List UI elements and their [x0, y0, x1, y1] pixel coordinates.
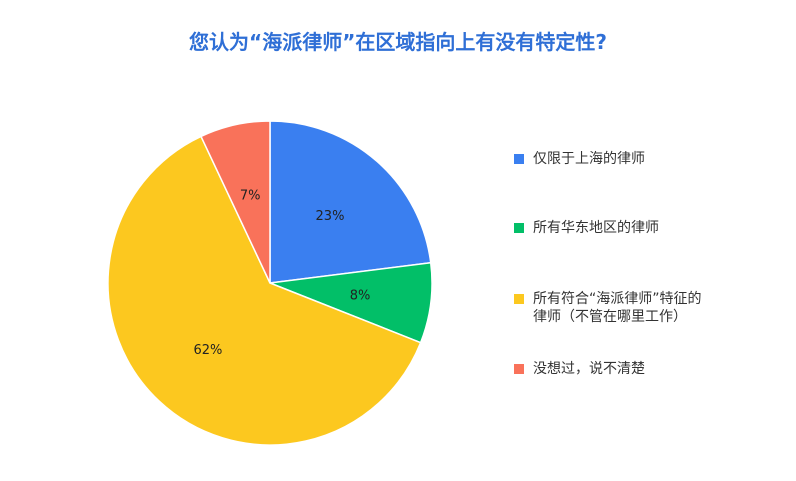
pie-slice-3 — [200, 120, 271, 284]
legend-label: 没想过，说不清楚 — [533, 361, 645, 377]
slice-value-label-3: 7% — [240, 188, 261, 203]
chart-title: 您认为“海派律师”在区域指向上有没有特定性? — [189, 30, 607, 54]
pie-slice-0 — [269, 120, 432, 284]
legend-item-not-sure: 没想过，说不清楚 — [514, 360, 744, 378]
legend-item-haipai-traits: 所有符合“海派律师”特征的律师（不管在哪里工作） — [514, 290, 714, 326]
legend-swatch — [514, 364, 524, 374]
legend-label: 所有符合“海派律师”特征的律师（不管在哪里工作） — [533, 291, 702, 325]
slice-value-label-0: 23% — [316, 209, 345, 224]
pie-slice-2 — [107, 135, 422, 446]
legend-label: 仅限于上海的律师 — [533, 151, 645, 167]
legend-item-shanghai: 仅限于上海的律师 — [514, 150, 744, 168]
slice-value-label-2: 62% — [193, 343, 222, 358]
legend-swatch — [514, 294, 524, 304]
legend-item-east-china: 所有华东地区的律师 — [514, 219, 744, 237]
legend-swatch — [514, 223, 524, 233]
legend-swatch — [514, 154, 524, 164]
legend-label: 所有华东地区的律师 — [533, 220, 659, 236]
slice-value-label-1: 8% — [350, 288, 371, 303]
